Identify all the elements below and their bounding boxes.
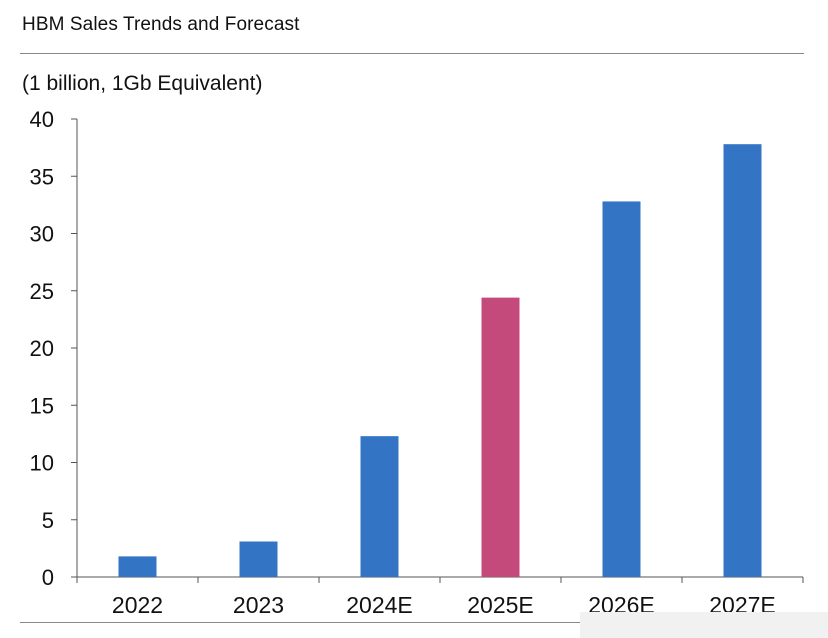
y-axis: 0 5 10 15 20 25 30 35 40 bbox=[30, 107, 78, 590]
footer-area bbox=[580, 612, 828, 638]
y-tick-label: 10 bbox=[30, 451, 54, 476]
y-tick-label: 20 bbox=[30, 336, 54, 361]
x-tick-label: 2023 bbox=[233, 592, 284, 618]
y-tick-label: 40 bbox=[30, 107, 54, 132]
footer-divider bbox=[20, 622, 804, 623]
y-tick-label: 30 bbox=[30, 222, 54, 247]
bar-2025E bbox=[481, 297, 520, 577]
x-tick-label: 2025E bbox=[467, 592, 534, 618]
bar-2027E bbox=[723, 144, 762, 577]
chart-title: HBM Sales Trends and Forecast bbox=[22, 14, 300, 35]
y-tick-label: 15 bbox=[30, 393, 54, 418]
y-tick-label: 5 bbox=[42, 508, 54, 533]
y-tick-label: 25 bbox=[30, 279, 54, 304]
y-axis-unit-label: (1 billion, 1Gb Equivalent) bbox=[22, 72, 263, 95]
bar-2026E bbox=[602, 201, 641, 577]
bar-2023 bbox=[239, 541, 278, 577]
bars bbox=[118, 144, 762, 577]
x-axis: 2022 2023 2024E 2025E 2026E 2027E bbox=[76, 576, 804, 618]
y-tick-label: 0 bbox=[42, 565, 54, 590]
x-tick-label: 2022 bbox=[112, 592, 163, 618]
bar-2022 bbox=[118, 556, 157, 577]
bar-2024E bbox=[360, 436, 399, 577]
title-divider bbox=[20, 53, 804, 54]
y-tick-label: 35 bbox=[30, 164, 54, 189]
x-tick-label: 2024E bbox=[346, 592, 413, 618]
